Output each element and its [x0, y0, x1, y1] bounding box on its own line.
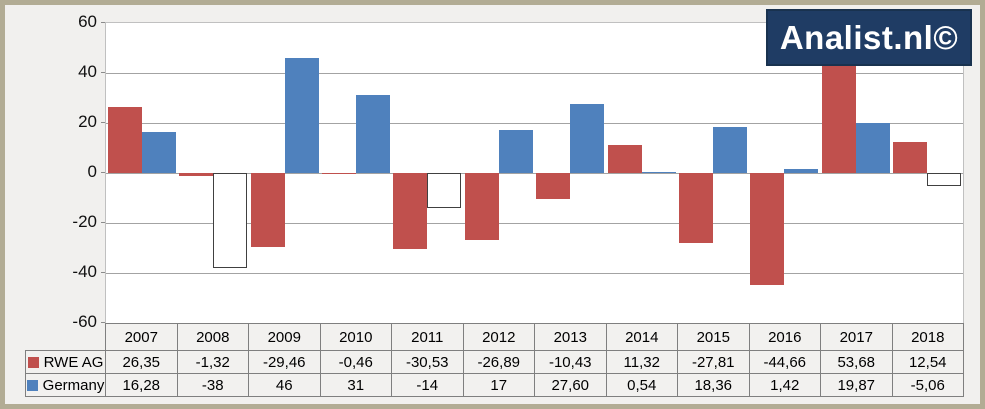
- bar-germany-2017: [856, 123, 890, 173]
- legend-swatch-germany: [26, 379, 38, 391]
- value-cell: -5,06: [891, 373, 964, 397]
- year-header-cell: 2011: [391, 323, 464, 351]
- bar-germany-2014: [642, 172, 676, 173]
- bar-germany-2016: [784, 169, 818, 173]
- bar-rwe-ag-2015: [679, 173, 713, 243]
- bar-germany-2009: [285, 58, 319, 173]
- value-cell: -44,66: [748, 350, 821, 374]
- plot-area: [105, 22, 964, 324]
- gridline: [106, 72, 963, 74]
- value-cell: 0,54: [605, 373, 678, 397]
- bar-rwe-ag-2014: [608, 145, 642, 173]
- value-cell: 12,54: [891, 350, 964, 374]
- value-cell: 18,36: [677, 373, 750, 397]
- bar-rwe-ag-2009: [251, 173, 285, 247]
- y-axis-label: -20: [72, 212, 97, 231]
- table-row: RWE AG 26,35 -1,32 -29,46 -0,46 -30,53 -26,89-…: [25, 350, 964, 374]
- y-axis-label: -60: [72, 312, 97, 331]
- analist-logo: Analist.nl©: [766, 9, 972, 66]
- value-cell: 53,68: [820, 350, 893, 374]
- legend-swatch-rwe-ag: [27, 356, 39, 368]
- y-axis-tick: [101, 222, 105, 223]
- bar-rwe-ag-2013: [536, 173, 570, 199]
- bar-rwe-ag-2016: [750, 173, 784, 285]
- y-axis-tick: [101, 172, 105, 173]
- value-cell: -26,89: [462, 350, 535, 374]
- year-header-cell: 2015: [677, 323, 750, 351]
- value-cell: 19,87: [820, 373, 893, 397]
- year-header-cell: 2013: [534, 323, 607, 351]
- bar-rwe-ag-2007: [108, 107, 142, 173]
- legend-cell-rwe-ag: RWE AG: [25, 350, 106, 374]
- value-cell: -38: [176, 373, 249, 397]
- y-axis-label: 40: [78, 62, 97, 81]
- y-axis-tick: [101, 272, 105, 273]
- y-axis-label: 0: [87, 162, 97, 181]
- bar-rwe-ag-2012: [465, 173, 499, 240]
- value-cell: -0,46: [319, 350, 392, 374]
- y-axis-tick: [101, 322, 105, 323]
- value-cell: -14: [391, 373, 464, 397]
- value-cell: -27,81: [677, 350, 750, 374]
- analist-logo-text: Analist.nl©: [779, 18, 959, 56]
- y-axis-label: -40: [72, 262, 97, 281]
- bar-germany-2008: [213, 173, 247, 268]
- y-axis-tick: [101, 22, 105, 23]
- year-header-cell: 2009: [248, 323, 321, 351]
- value-cell: 27,60: [534, 373, 607, 397]
- y-axis-tick: [101, 72, 105, 73]
- data-table: 2007 2008 2009 2010 2011 2012 2013 2014 2015 2016…: [25, 323, 964, 397]
- value-cell: -30,53: [391, 350, 464, 374]
- legend-label: Germany: [42, 376, 105, 394]
- year-header-cell: 2018: [891, 323, 964, 351]
- bar-germany-2018: [927, 173, 961, 186]
- bar-rwe-ag-2010: [322, 173, 356, 174]
- gridline: [106, 122, 963, 124]
- bar-germany-2012: [499, 130, 533, 173]
- bar-germany-2010: [356, 95, 390, 173]
- bar-germany-2013: [570, 104, 604, 173]
- gridline: [106, 222, 963, 224]
- bar-rwe-ag-2011: [393, 173, 427, 249]
- value-cell: -29,46: [248, 350, 321, 374]
- year-header-cell: 2007: [105, 323, 178, 351]
- year-header-cell: 2016: [748, 323, 821, 351]
- y-axis-label: 60: [78, 12, 97, 31]
- bar-rwe-ag-2008: [179, 173, 213, 176]
- value-cell: -10,43: [534, 350, 607, 374]
- y-axis-tick: [101, 122, 105, 123]
- bar-germany-2007: [142, 132, 176, 173]
- table-corner-empty: [26, 324, 106, 351]
- value-cell: -1,32: [176, 350, 249, 374]
- legend-cell-germany: Germany: [25, 373, 106, 397]
- year-header-cell: 2012: [462, 323, 535, 351]
- value-cell: 16,28: [105, 373, 178, 397]
- gridline: [106, 272, 963, 274]
- value-cell: 1,42: [748, 373, 821, 397]
- gridline: [106, 172, 963, 174]
- year-header-cell: 2014: [605, 323, 678, 351]
- value-cell: 26,35: [105, 350, 178, 374]
- value-cell: 46: [248, 373, 321, 397]
- bar-germany-2015: [713, 127, 747, 173]
- value-cell: 17: [462, 373, 535, 397]
- y-axis-label: 20: [78, 112, 97, 131]
- year-header-cell: 2008: [176, 323, 249, 351]
- value-cell: 31: [319, 373, 392, 397]
- table-row: Germany 16,28 -38 46 31 -14 17 27,60 0,54 18,36 1,…: [25, 373, 964, 397]
- bar-rwe-ag-2018: [893, 142, 927, 173]
- value-cell: 11,32: [605, 350, 678, 374]
- year-header-cell: 2017: [820, 323, 893, 351]
- bar-germany-2011: [427, 173, 461, 208]
- year-header-cell: 2010: [319, 323, 392, 351]
- legend-label: RWE AG: [43, 353, 104, 371]
